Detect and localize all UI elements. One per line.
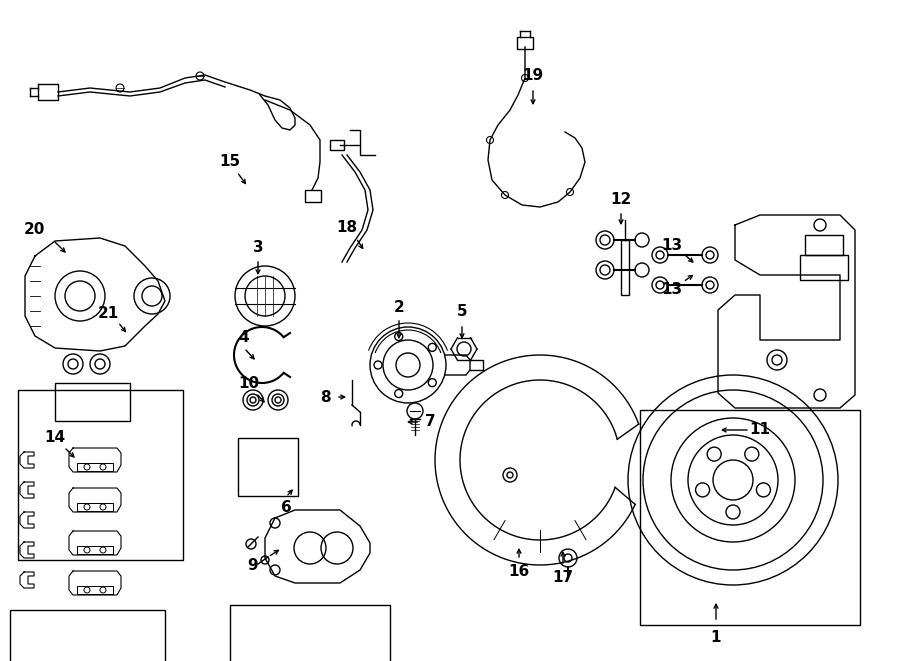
Text: 3: 3 (253, 241, 264, 256)
Text: 14: 14 (44, 430, 66, 446)
Text: 11: 11 (750, 422, 770, 438)
Bar (77, 503, 113, 511)
Text: 16: 16 (508, 564, 529, 580)
Bar (330, 140, 344, 150)
Text: 10: 10 (238, 375, 259, 391)
Bar (77, 463, 113, 471)
Bar (77, 586, 113, 594)
Text: 9: 9 (248, 557, 258, 572)
Text: 13: 13 (662, 237, 682, 253)
Bar (517, 37, 533, 49)
Bar (10, 610, 165, 661)
Text: 21: 21 (97, 305, 119, 321)
Text: 17: 17 (553, 570, 573, 586)
Text: 13: 13 (662, 282, 682, 297)
Bar (55, 383, 130, 421)
Bar (640, 410, 860, 625)
Text: 4: 4 (238, 329, 249, 344)
Bar (805, 235, 843, 255)
Text: 7: 7 (425, 414, 436, 430)
Text: 8: 8 (320, 389, 330, 405)
Text: 20: 20 (23, 223, 45, 237)
Text: 1: 1 (711, 629, 721, 644)
Text: 5: 5 (456, 305, 467, 319)
Bar (18, 390, 183, 560)
Text: 18: 18 (337, 221, 357, 235)
Bar (800, 255, 848, 280)
Bar (238, 438, 298, 496)
Text: 2: 2 (393, 301, 404, 315)
Bar (230, 605, 390, 661)
Text: 19: 19 (522, 69, 544, 83)
Text: 12: 12 (610, 192, 632, 208)
Text: 15: 15 (220, 155, 240, 169)
Bar (621, 240, 629, 295)
Bar (77, 546, 113, 554)
Text: 6: 6 (281, 500, 292, 514)
Bar (305, 190, 321, 202)
